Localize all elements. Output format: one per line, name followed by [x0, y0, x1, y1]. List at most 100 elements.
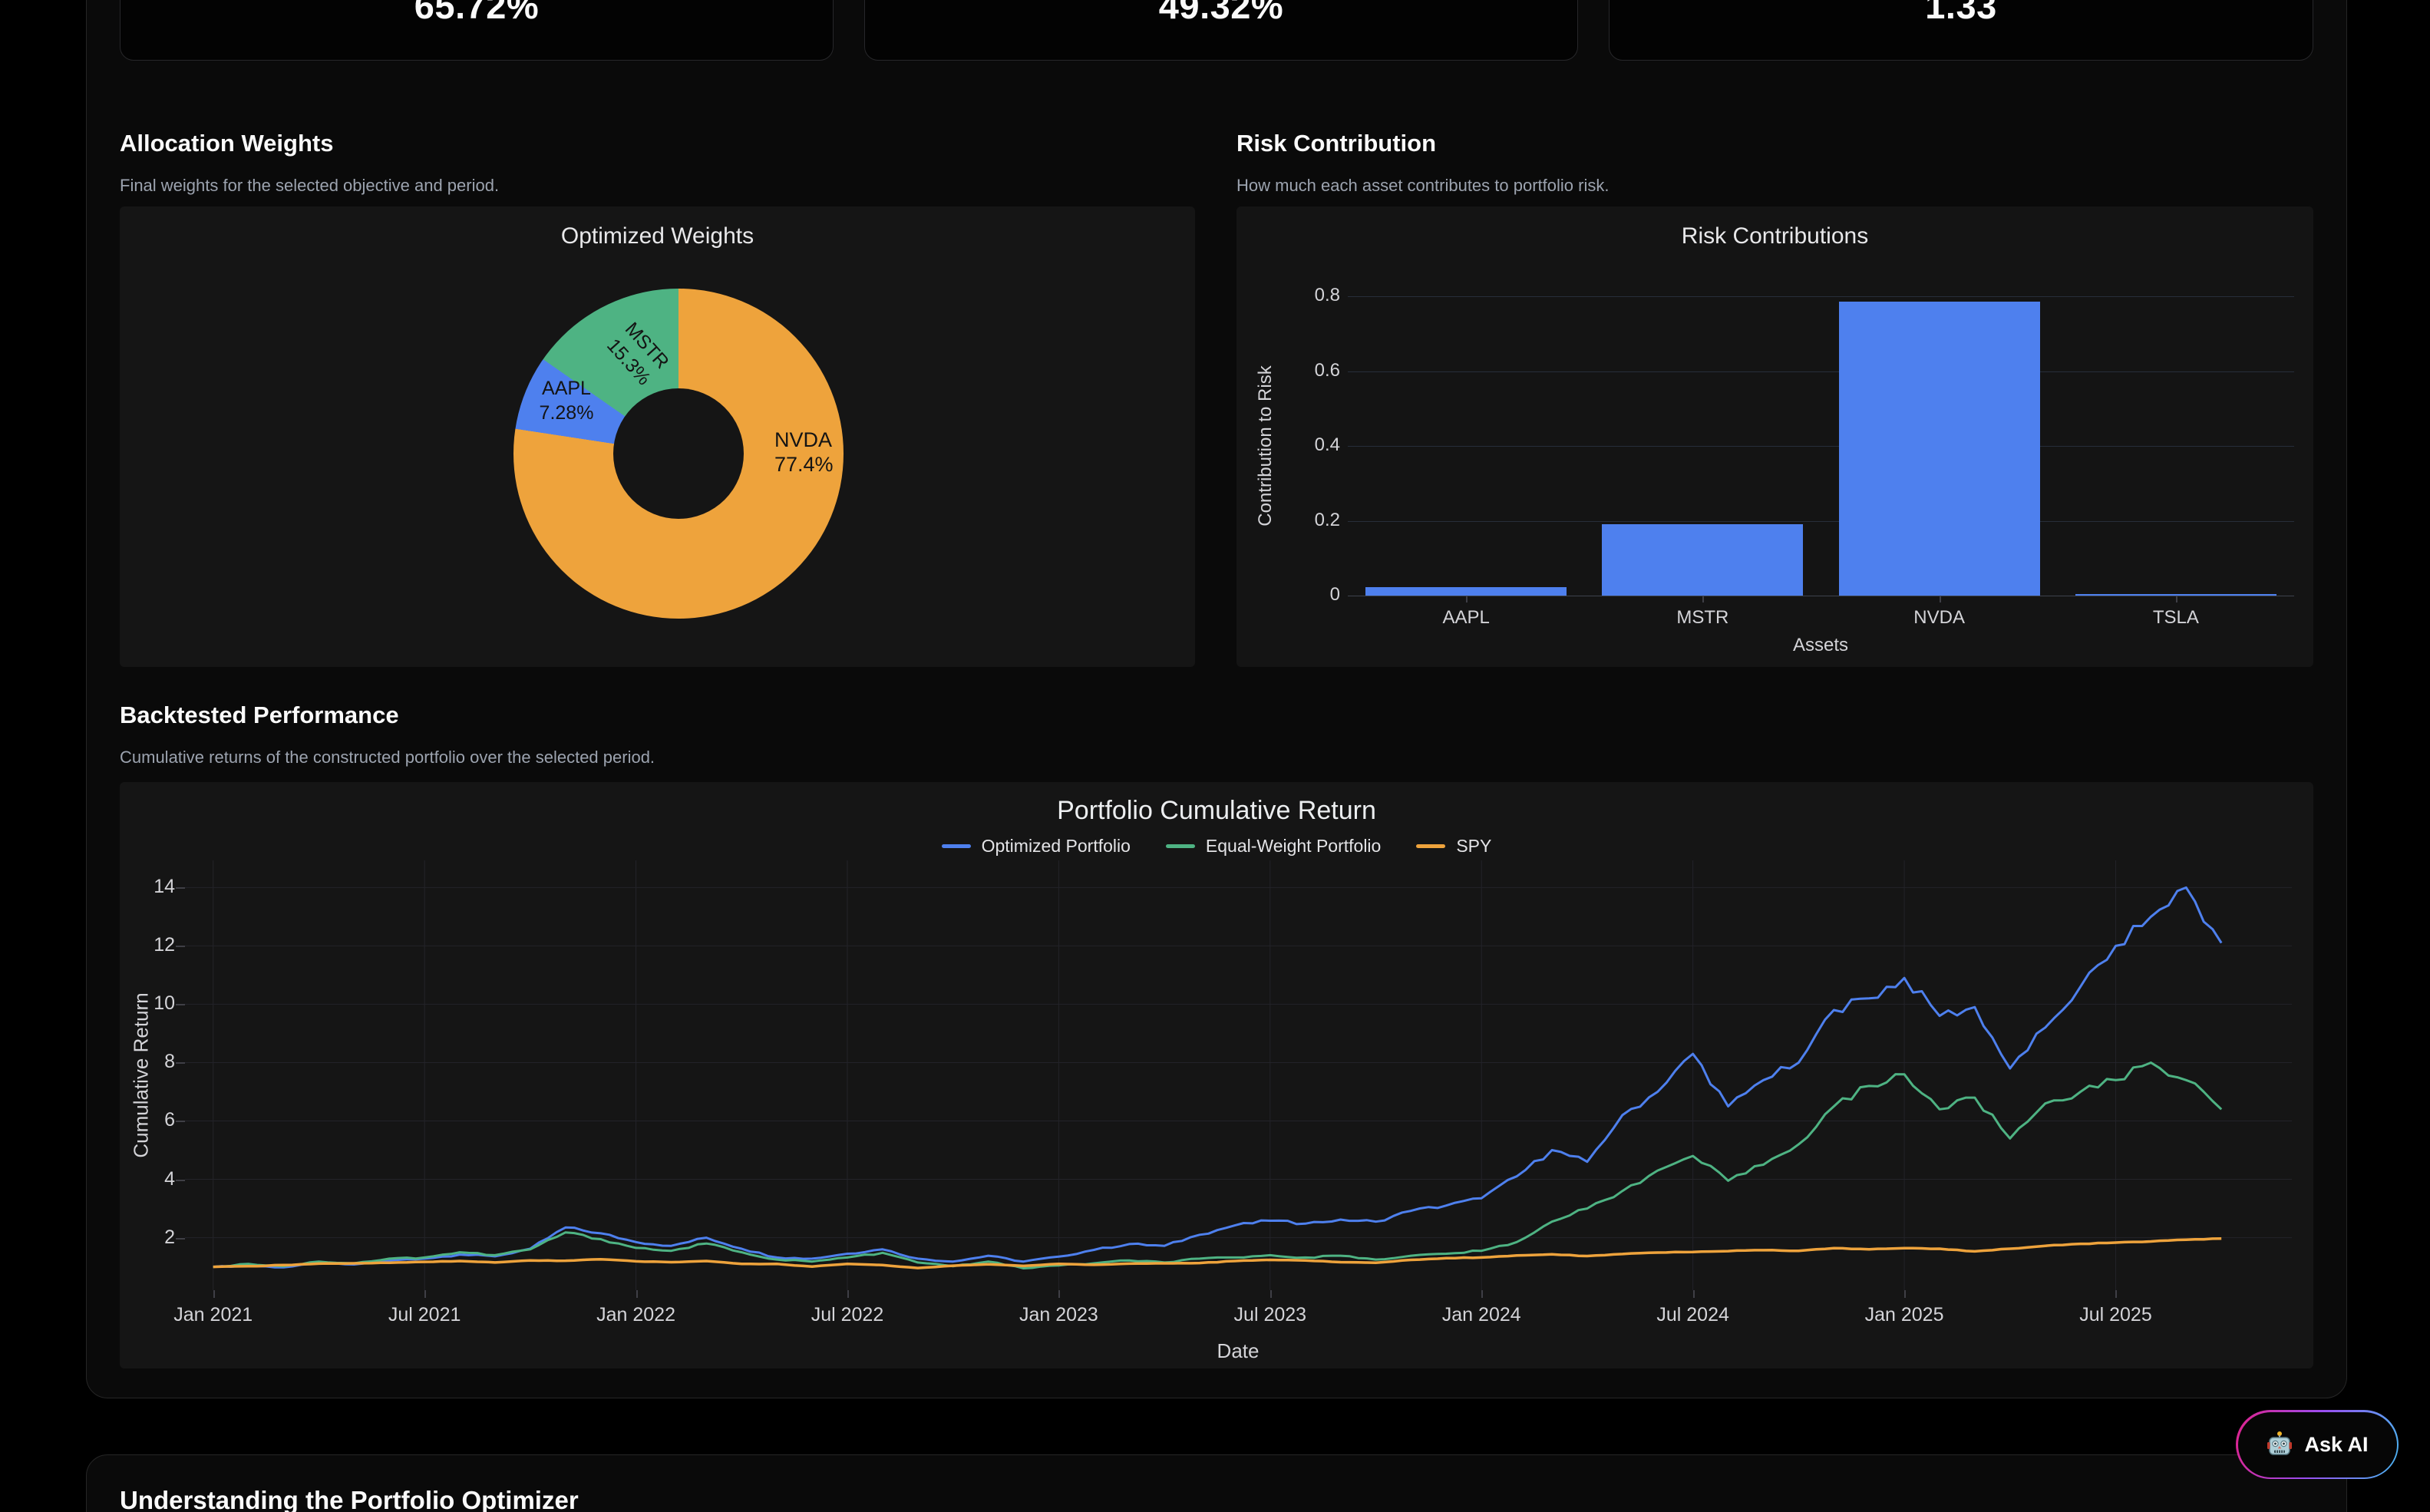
bar-y-tick-label: 0: [1329, 584, 1340, 605]
line-x-tickmark: [1058, 1290, 1061, 1298]
legend-item-spy[interactable]: SPY: [1416, 836, 1491, 857]
legend-item-equal-weight-portfolio[interactable]: Equal-Weight Portfolio: [1165, 836, 1382, 857]
bar-x-tickmark: [2175, 596, 2177, 602]
ask-ai-label: Ask AI: [2304, 1432, 2369, 1456]
legend-swatch: [941, 844, 971, 848]
legend-swatch: [1416, 844, 1446, 848]
line-x-tick-label: Jan 2025: [1864, 1304, 1944, 1325]
line-y-tick-label: 10: [154, 992, 175, 1015]
series-line-equal-weight-portfolio: [213, 1061, 2223, 1269]
pie-chart-title: Optimized Weights: [560, 223, 754, 249]
line-x-tick-label: Jul 2024: [1656, 1304, 1729, 1325]
risk-contribution-title: Risk Contribution: [1236, 130, 1437, 157]
line-y-tick-label: 8: [164, 1051, 175, 1073]
line-y-tickmark: [176, 887, 185, 890]
bar-x-axis-label: Assets: [1792, 635, 1849, 655]
line-x-tickmark: [1692, 1290, 1695, 1298]
line-x-tick-label: Jan 2021: [173, 1304, 253, 1325]
bar-x-tick-aapl: AAPL: [1442, 607, 1490, 628]
series-line-spy: [213, 1236, 2222, 1269]
bar-gridline: [1348, 446, 2294, 447]
bar-x-tick-mstr: MSTR: [1676, 607, 1729, 628]
bar-x-tickmark: [1466, 596, 1468, 602]
allocation-weights-title: Allocation Weights: [120, 130, 334, 157]
backtested-performance-title: Backtested Performance: [120, 702, 399, 728]
line-x-tick-label: Jan 2024: [1441, 1304, 1521, 1325]
backtested-performance-subtitle: Cumulative returns of the constructed po…: [120, 748, 655, 767]
line-y-tickmark: [176, 946, 185, 948]
line-y-tickmark: [176, 1004, 185, 1006]
line-y-tickmark: [176, 1121, 185, 1123]
line-x-tick-label: Jul 2021: [388, 1304, 461, 1325]
metric-card-expected-return: EXPECTED RETURN (ANN.) 65.72%: [120, 0, 834, 61]
cumulative-return-chart-panel: Portfolio Cumulative Return Optimized Po…: [120, 782, 2313, 1368]
bar-x-tickmark: [1702, 596, 1705, 602]
robot-icon: [2267, 1431, 2293, 1455]
line-y-tickmark: [176, 1237, 185, 1240]
line-x-tick-label: Jul 2022: [811, 1304, 884, 1325]
ask-ai-button[interactable]: Ask AI: [2236, 1410, 2399, 1479]
line-x-tickmark: [213, 1290, 215, 1298]
metric-value: 65.72%: [414, 0, 540, 26]
bar-gridline: [1348, 296, 2294, 297]
pie-donut-hole: [613, 388, 744, 519]
line-x-tick-label: Jan 2023: [1019, 1304, 1098, 1325]
line-x-tickmark: [1481, 1290, 1484, 1298]
metric-card-sharpe-ratio: SHARPE RATIO 1.33: [1609, 0, 2313, 61]
line-chart-legend: Optimized Portfolio Equal-Weight Portfoli…: [120, 836, 2313, 857]
legend-item-optimized-portfolio[interactable]: Optimized Portfolio: [941, 836, 1131, 857]
understanding-title: Understanding the Portfolio Optimizer: [120, 1486, 579, 1512]
line-x-tickmark: [847, 1290, 849, 1298]
pie-slice-label-nvda: NVDA 77.4%: [774, 428, 834, 476]
bar-y-tick-label: 0.4: [1314, 434, 1340, 455]
bar-mstr: [1602, 524, 1804, 596]
line-x-axis-label: Date: [1217, 1339, 1260, 1362]
line-chart-title: Portfolio Cumulative Return: [1057, 796, 1376, 825]
line-x-tickmark: [1269, 1290, 1272, 1298]
line-y-axis-label: Cumulative Return: [129, 992, 153, 1158]
bar-y-tick-label: 0.2: [1314, 509, 1340, 530]
allocation-weights-subtitle: Final weights for the selected objective…: [120, 176, 500, 195]
legend-label: Optimized Portfolio: [981, 836, 1131, 856]
pie-slice-label-aapl: AAPL 7.28%: [539, 378, 594, 424]
bar-chart-title: Risk Contributions: [1681, 223, 1869, 249]
line-y-tick-label: 4: [164, 1167, 175, 1190]
legend-label: Equal-Weight Portfolio: [1205, 836, 1382, 856]
line-y-tick-label: 6: [164, 1109, 175, 1131]
line-x-tickmark: [1904, 1290, 1907, 1298]
bar-gridline: [1348, 371, 2294, 372]
risk-contribution-subtitle: How much each asset contributes to portf…: [1236, 176, 1610, 195]
line-x-tick-label: Jul 2025: [2079, 1304, 2152, 1325]
bar-y-tick-label: 0.8: [1314, 285, 1340, 305]
bar-tsla: [2075, 594, 2276, 596]
bar-x-tickmark: [1939, 596, 1941, 602]
bar-y-tick-label: 0.6: [1314, 359, 1340, 381]
bar-x-tick-tsla: TSLA: [2152, 607, 2199, 628]
optimized-weights-chart-panel: Optimized Weights NVDA 77.4% AAPL 7.28% MS…: [120, 206, 1195, 667]
line-y-tick-label: 12: [154, 934, 175, 956]
line-x-tick-label: Jul 2023: [1233, 1304, 1307, 1325]
line-x-tickmark: [636, 1290, 638, 1298]
bar-y-axis-label: Contribution to Risk: [1255, 365, 1276, 527]
line-y-tick-label: 14: [154, 876, 175, 898]
metric-value: 49.32%: [1158, 0, 1284, 26]
line-y-tickmark: [176, 1179, 185, 1181]
legend-swatch: [1165, 844, 1195, 848]
line-x-tickmark: [424, 1290, 427, 1298]
bar-gridline: [1348, 520, 2294, 522]
metric-value: 1.33: [1925, 0, 1997, 26]
line-y-tickmark: [176, 1062, 185, 1065]
line-x-tickmark: [2115, 1290, 2118, 1298]
risk-contributions-chart-panel: Risk Contributions Contribution to Risk …: [1236, 206, 2313, 667]
bar-aapl: [1365, 587, 1567, 596]
series-line-optimized-portfolio: [213, 886, 2223, 1269]
line-x-tick-label: Jan 2022: [596, 1304, 675, 1325]
line-y-tick-label: 2: [164, 1226, 175, 1248]
bar-x-tick-nvda: NVDA: [1913, 607, 1965, 628]
explainer-card: Understanding the Portfolio Optimizer: [86, 1454, 2347, 1512]
bar-nvda: [1838, 302, 2040, 596]
ask-ai-button-inner: Ask AI: [2237, 1411, 2397, 1477]
results-card: EXPECTED RETURN (ANN.) 65.72% VOLATILITY…: [86, 0, 2347, 1398]
metric-card-volatility: VOLATILITY (ANN.) 49.32%: [864, 0, 1578, 61]
